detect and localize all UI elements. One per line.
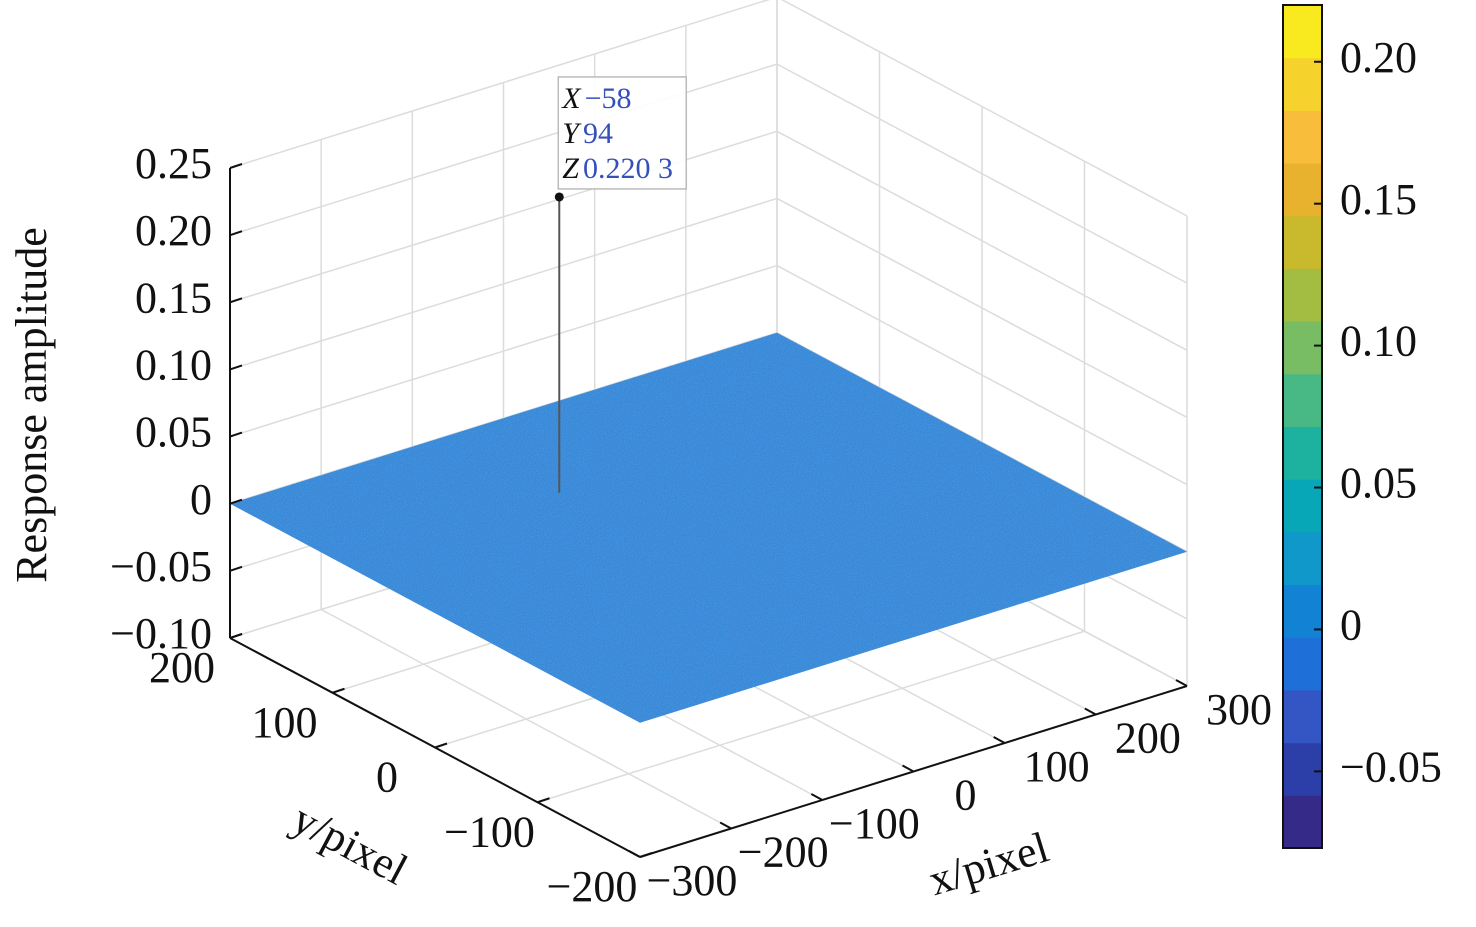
y-tick [639, 852, 653, 858]
colorbar-step [1283, 5, 1322, 59]
x-tick [993, 736, 1006, 744]
colorbar-tick-label: 0 [1340, 601, 1362, 650]
colorbar-step [1283, 426, 1322, 480]
datatip-value: 94 [583, 117, 613, 150]
colorbar-step [1283, 321, 1322, 375]
x-tick [1175, 679, 1188, 687]
colorbar-step [1283, 373, 1322, 427]
x-tick-label: −100 [829, 799, 920, 848]
grid-line [776, 63, 1188, 284]
grid-line [781, 0, 1188, 217]
y-tick-label: −100 [444, 807, 535, 856]
datatip-box [557, 76, 688, 190]
colorbar-step [1283, 110, 1322, 164]
datatip-row: X −58 [561, 82, 631, 115]
x-tick-label: 200 [1115, 714, 1181, 763]
grid-line [776, 197, 1188, 419]
colorbar-step [1283, 637, 1322, 691]
z-tick-label: 0.20 [135, 206, 212, 255]
colorbar-step [1283, 742, 1322, 796]
colorbar-frame [1282, 4, 1323, 849]
x-tick-label: 300 [1206, 685, 1272, 734]
y-axis-label: y/pixel [285, 794, 416, 895]
colorbar-tick-label: 0.15 [1340, 175, 1417, 224]
z-tick-label: 0 [190, 475, 212, 524]
datatip-label: X [561, 82, 582, 115]
z-tick-label: −0.10 [110, 609, 212, 658]
z-tick [229, 565, 243, 572]
y-tick [229, 633, 243, 639]
z-tick-label: 0.05 [135, 408, 212, 457]
grid-line [229, 197, 778, 371]
z-tick-label: 0.15 [135, 273, 212, 322]
x-tick-label: 0 [955, 771, 977, 820]
datatip-label: Z [562, 152, 579, 185]
z-tick [229, 163, 243, 169]
colorbar-step [1283, 795, 1322, 849]
colorbar-tick-label: 0.10 [1340, 317, 1417, 366]
x-tick [1084, 707, 1097, 716]
colorbar-tick-label: 0.05 [1340, 459, 1417, 508]
colorbar-tick-label: −0.05 [1340, 742, 1442, 791]
x-tick [719, 821, 732, 830]
y-tick-label: 200 [149, 643, 215, 692]
x-axis-label: x/pixel [923, 822, 1054, 905]
datatip-value: 0.220 3 [583, 152, 673, 185]
z-tick [229, 297, 243, 304]
z-tick-label: 0.25 [135, 139, 212, 188]
y-tick [434, 742, 448, 749]
colorbar-tick-label: 0.20 [1340, 33, 1417, 82]
datatip-row: Z 0.220 3 [562, 152, 673, 185]
surface [230, 332, 1187, 723]
z-tick-label: 0.10 [135, 341, 212, 390]
x-tick [628, 850, 641, 858]
z-tick [229, 364, 243, 371]
peak-point [554, 192, 564, 202]
grid-line [776, 264, 1188, 486]
grid-line [229, 264, 778, 438]
colorbar-step [1283, 689, 1322, 744]
colorbar-step [1283, 57, 1322, 111]
colorbar-step [1283, 163, 1322, 217]
grid-line [229, 0, 770, 169]
y-tick [332, 687, 345, 694]
y-tick-label: −200 [547, 862, 638, 911]
x-tick-label: −200 [738, 828, 829, 877]
z-tick [229, 230, 243, 237]
datatip-value: −58 [585, 82, 632, 115]
x-tick [810, 793, 823, 801]
colorbar-step [1283, 268, 1322, 322]
z-tick-label: −0.05 [110, 542, 212, 591]
x-tick-label: 100 [1024, 742, 1090, 791]
grid-line [537, 630, 1085, 803]
x-tick-label: −300 [647, 856, 738, 905]
colorbar-step [1283, 215, 1322, 269]
y-tick-label: 0 [376, 753, 398, 802]
z-tick [229, 498, 243, 505]
datatip-label: Y [562, 117, 582, 150]
datatip-row: Y 94 [562, 117, 613, 150]
colorbar-step [1283, 531, 1322, 586]
y-tick-label: 100 [252, 698, 318, 747]
y-tick [537, 797, 550, 804]
grid-line [776, 130, 1188, 351]
x-tick [902, 764, 914, 773]
z-axis-label: Response amplitude [7, 227, 56, 583]
z-tick [229, 431, 243, 438]
